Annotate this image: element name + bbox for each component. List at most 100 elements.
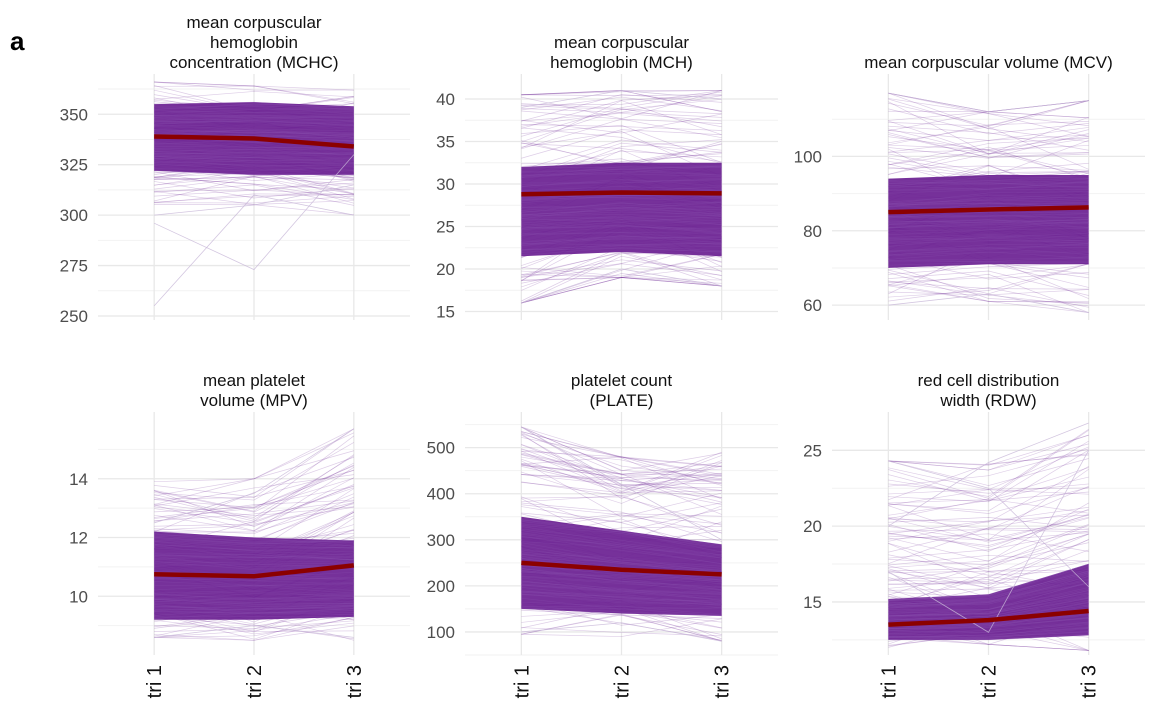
individual-line [888, 583, 1089, 609]
individual-line [154, 194, 354, 203]
individual-line [521, 207, 722, 216]
individual-line [521, 586, 722, 602]
individual-line [521, 532, 722, 559]
x-tick-label: tri 3 [712, 665, 734, 698]
individual-line [888, 563, 1089, 601]
individual-line [521, 564, 722, 581]
individual-line [521, 252, 722, 276]
individual-line [521, 94, 722, 122]
outlier-line [521, 90, 722, 108]
individual-line [888, 621, 1089, 635]
individual-line [888, 618, 1089, 630]
individual-line [521, 165, 722, 178]
individual-line [521, 426, 722, 480]
individual-line [888, 631, 1089, 640]
individual-line [154, 435, 355, 512]
individual-line [521, 143, 722, 162]
individual-line [888, 637, 1089, 651]
individual-line [154, 598, 354, 606]
individual-line [154, 597, 354, 604]
outlier-line [521, 426, 722, 541]
individual-line [154, 177, 354, 200]
individual-line [888, 597, 1089, 621]
individual-line [521, 94, 722, 129]
individual-line [888, 467, 1089, 504]
individual-line [521, 165, 722, 175]
individual-line [154, 592, 354, 601]
individual-line [521, 242, 722, 251]
individual-line [154, 117, 354, 125]
individual-line [154, 156, 354, 162]
individual-line [154, 111, 354, 116]
individual-line [521, 195, 722, 199]
individual-line [888, 244, 1089, 251]
individual-line [154, 596, 354, 603]
individual-line [521, 277, 722, 304]
individual-line [154, 600, 354, 607]
individual-line [888, 259, 1089, 262]
individual-line [888, 614, 1089, 627]
individual-line [521, 465, 722, 475]
individual-line [521, 186, 722, 192]
individual-line [888, 283, 1089, 313]
individual-line [521, 614, 722, 635]
individual-line [521, 232, 722, 236]
individual-line [154, 537, 354, 547]
individual-line [888, 565, 1089, 601]
individual-line [154, 506, 354, 527]
individual-line [888, 576, 1089, 606]
individual-line [521, 206, 722, 219]
individual-line [521, 244, 722, 252]
individual-line [888, 563, 1089, 600]
individual-line [154, 539, 354, 549]
individual-line [521, 463, 722, 489]
individual-line [888, 120, 1089, 155]
x-tick-label: tri 2 [979, 665, 1001, 698]
panel-title-line: mean corpuscular [186, 13, 321, 32]
individual-line [154, 605, 354, 611]
individual-line [888, 568, 1089, 605]
individual-line [888, 180, 1089, 184]
individual-line [154, 469, 354, 513]
individual-line [154, 85, 354, 103]
x-tick-label: tri 3 [344, 665, 366, 698]
individual-line [521, 236, 722, 242]
panel-title-line: platelet count [571, 371, 672, 390]
individual-line [888, 429, 1089, 497]
chart-panel-5: 100 200 300 400 500 platelet count(PLATE) tri … [427, 371, 778, 698]
individual-line [521, 96, 722, 112]
individual-line [521, 525, 722, 549]
individual-line [154, 486, 354, 522]
individual-line [154, 151, 354, 157]
individual-line [521, 502, 722, 543]
individual-line [154, 591, 354, 598]
individual-line [154, 462, 355, 520]
individual-line [521, 211, 722, 217]
individual-line [888, 443, 1089, 471]
individual-line [521, 277, 722, 304]
individual-line [888, 542, 1089, 566]
individual-line [521, 472, 722, 481]
individual-line [154, 129, 354, 138]
individual-line [521, 168, 722, 176]
individual-line [521, 109, 722, 143]
individual-line [888, 595, 1089, 616]
individual-line [154, 535, 354, 542]
individual-line [521, 583, 722, 593]
individual-line [521, 523, 722, 553]
chart-panel-1: 250 275 300 325 350 mean corpuscularhemoglobi… [60, 13, 410, 326]
individual-line [888, 575, 1089, 607]
individual-line [521, 90, 722, 120]
individual-line [888, 132, 1089, 159]
individual-line [888, 563, 1089, 602]
individual-line [888, 193, 1089, 205]
individual-line [888, 219, 1089, 228]
individual-line [888, 127, 1089, 141]
individual-line [521, 217, 722, 221]
individual-line [154, 554, 354, 558]
individual-line [521, 165, 722, 173]
individual-line [888, 617, 1089, 632]
individual-line [888, 483, 1089, 494]
individual-line [521, 207, 722, 213]
